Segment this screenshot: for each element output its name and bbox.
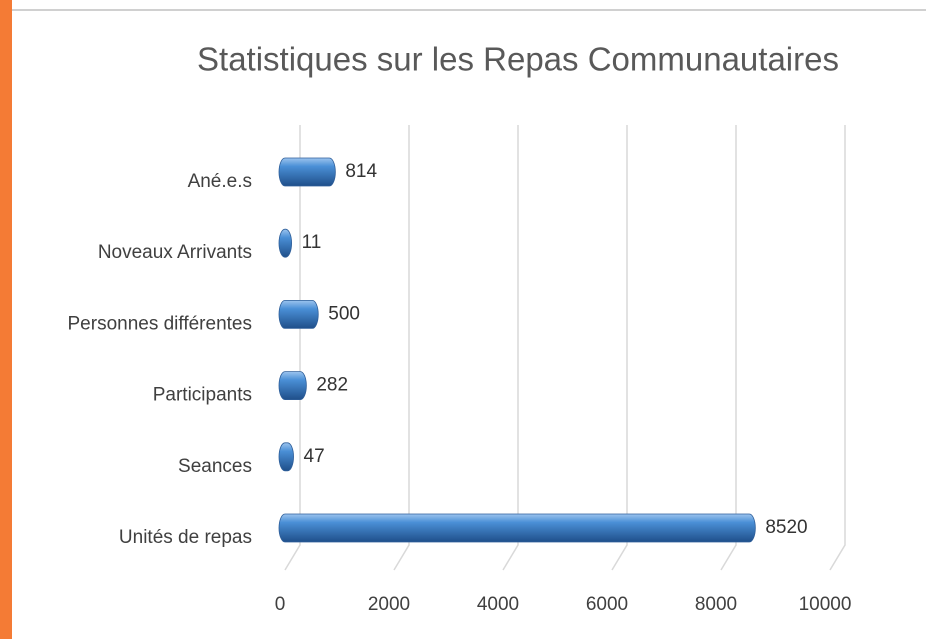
bar: [278, 371, 307, 400]
data-label: 814: [345, 161, 377, 182]
bar: [278, 157, 336, 187]
grid-line: [611, 125, 628, 571]
chart-title: Statistiques sur les Repas Communautaire…: [197, 41, 839, 78]
bar: [278, 513, 756, 543]
x-tick-label: 10000: [799, 594, 852, 615]
grid-line: [720, 125, 737, 571]
x-tick-label: 8000: [695, 594, 737, 615]
data-label: 47: [304, 446, 325, 467]
y-tick-label: Unités de repas: [119, 527, 252, 548]
y-tick-label: Ané.e.s: [188, 171, 252, 192]
bar: [278, 300, 319, 329]
data-label: 11: [302, 232, 322, 253]
x-tick-label: 6000: [586, 594, 628, 615]
x-tick-label: 0: [275, 594, 286, 615]
y-tick-label: Participants: [153, 385, 252, 406]
side-strip: [0, 0, 12, 639]
grid-line: [502, 125, 519, 571]
x-tick-label: 4000: [477, 594, 519, 615]
y-tick-label: Noveaux Arrivants: [98, 242, 252, 263]
data-label: 282: [316, 375, 348, 396]
y-tick-label: Personnes différentes: [68, 313, 253, 334]
data-label: 8520: [765, 517, 807, 538]
data-label: 500: [328, 303, 360, 324]
grid-line: [393, 125, 410, 571]
bar: [278, 442, 294, 472]
bar: [278, 228, 292, 258]
y-tick-label: Seances: [178, 456, 252, 477]
grid-line: [284, 125, 301, 571]
x-tick-label: 2000: [368, 594, 410, 615]
grid-line: [829, 125, 846, 571]
